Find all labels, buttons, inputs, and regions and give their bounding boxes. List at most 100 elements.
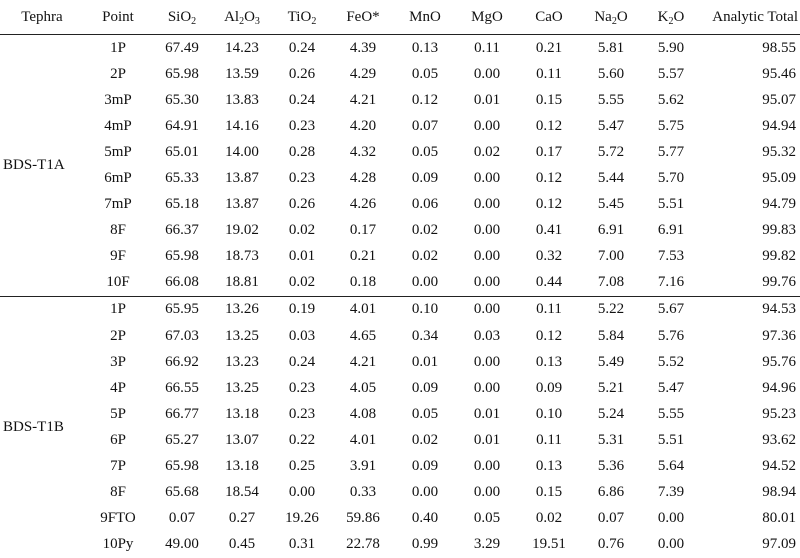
value-cell: 13.25: [225, 327, 259, 344]
value-cell: 0.00: [657, 510, 685, 527]
value-cell: 5.49: [597, 353, 625, 370]
value-cell: 5.47: [657, 379, 685, 396]
table-row: 2P 67.03 13.25 0.03 4.65 0.34 0.03 0.12 5.84 5.76…: [0, 323, 800, 349]
point-cell: 2P: [110, 65, 126, 82]
value-cell: 0.27: [228, 510, 256, 527]
value-cell: 4.29: [349, 65, 377, 82]
value-cell: 0.13: [535, 353, 563, 370]
point-cell: 6mP: [104, 170, 132, 187]
value-cell: 0.26: [288, 65, 316, 82]
table-row: 8F 66.37 19.02 0.02 0.17 0.02 0.00 0.41 6.91 6.91…: [0, 218, 800, 244]
value-cell: 5.64: [657, 458, 685, 475]
table-row: 4P 66.55 13.25 0.23 4.05 0.09 0.00 0.09 5.21 5.47…: [0, 375, 800, 401]
value-cell: 7.53: [657, 248, 685, 265]
header-tephra: Tephra: [0, 0, 84, 35]
value-cell: 0.23: [288, 405, 316, 422]
total-cell: 95.23: [762, 405, 796, 422]
value-cell: 59.86: [346, 510, 380, 527]
point-cell: 4P: [110, 379, 126, 396]
value-cell: 13.25: [225, 379, 259, 396]
value-cell: 65.98: [165, 458, 199, 475]
value-cell: 13.18: [225, 405, 259, 422]
point-cell: 6P: [110, 431, 126, 448]
table-row: 3mP 65.30 13.83 0.24 4.21 0.12 0.01 0.15 5.55 5.6…: [0, 87, 800, 113]
value-cell: 5.24: [597, 405, 625, 422]
value-cell: 66.77: [165, 405, 199, 422]
value-cell: 19.26: [285, 510, 319, 527]
value-cell: 4.32: [349, 143, 377, 160]
point-cell: 10F: [106, 274, 130, 291]
total-cell: 94.53: [700, 295, 800, 324]
value-cell: 5.22: [580, 295, 642, 324]
value-cell: 66.37: [165, 222, 199, 239]
tephra-label: BDS-T1B: [0, 295, 84, 558]
value-cell: 0.40: [411, 510, 439, 527]
table-row: 6P 65.27 13.07 0.22 4.01 0.02 0.01 0.11 5.31 5.51…: [0, 427, 800, 453]
value-cell: 5.51: [657, 196, 685, 213]
value-cell: 5.84: [597, 327, 625, 344]
header-point: Point: [84, 0, 152, 35]
value-cell: 64.91: [165, 117, 199, 134]
value-cell: 0.00: [288, 484, 316, 501]
value-cell: 0.05: [473, 510, 501, 527]
value-cell: 13.59: [225, 65, 259, 82]
value-cell: 0.00: [473, 117, 501, 134]
value-cell: 0.11: [518, 295, 580, 324]
value-cell: 7.00: [597, 248, 625, 265]
value-cell: 0.45: [228, 536, 256, 553]
point-cell: 5P: [110, 405, 126, 422]
value-cell: 0.09: [411, 379, 439, 396]
table-row: BDS-T1A 1P 67.49 14.23 0.24 4.39 0.13 0.11 0.21 5…: [0, 35, 800, 173]
value-cell: 5.55: [597, 91, 625, 108]
value-cell: 0.10: [535, 405, 563, 422]
value-cell: 5.72: [597, 143, 625, 160]
value-cell: 0.00: [473, 458, 501, 475]
total-cell: 98.55: [762, 39, 796, 56]
value-cell: 65.98: [165, 248, 199, 265]
point-cell: 8F: [110, 484, 126, 501]
value-cell: 19.51: [532, 536, 566, 553]
point-cell: 10Py: [102, 536, 134, 553]
value-cell: 18.81: [225, 274, 259, 291]
value-cell: 0.24: [288, 39, 316, 56]
value-cell: 14.16: [225, 117, 259, 134]
value-cell: 0.00: [411, 274, 439, 291]
value-cell: 4.65: [349, 327, 377, 344]
point-cell: 1P: [84, 295, 152, 324]
value-cell: 6.91: [657, 222, 685, 239]
value-cell: 13.26: [212, 295, 272, 324]
value-cell: 0.00: [473, 484, 501, 501]
value-cell: 0.12: [535, 117, 563, 134]
value-cell: 0.03: [288, 327, 316, 344]
value-cell: 0.07: [411, 117, 439, 134]
value-cell: 0.12: [535, 327, 563, 344]
total-cell: 97.09: [762, 536, 796, 553]
value-cell: 13.87: [225, 196, 259, 213]
value-cell: 0.02: [411, 222, 439, 239]
value-cell: 5.31: [597, 431, 625, 448]
value-cell: 3.29: [473, 536, 501, 553]
value-cell: 0.17: [349, 222, 377, 239]
value-cell: 0.00: [473, 222, 501, 239]
value-cell: 0.07: [597, 510, 625, 527]
value-cell: 0.00: [473, 274, 501, 291]
total-cell: 97.36: [762, 327, 796, 344]
point-cell: 2P: [110, 327, 126, 344]
value-cell: 5.52: [657, 353, 685, 370]
value-cell: 0.17: [535, 143, 563, 160]
value-cell: 13.23: [225, 353, 259, 370]
value-cell: 0.15: [535, 484, 563, 501]
total-cell: 95.32: [762, 143, 796, 160]
value-cell: 6.91: [597, 222, 625, 239]
value-cell: 5.70: [657, 170, 685, 187]
total-cell: 94.96: [762, 379, 796, 396]
point-cell: 3mP: [104, 91, 132, 108]
header-k2o: K2O: [642, 0, 700, 35]
value-cell: 0.12: [411, 91, 439, 108]
value-cell: 0.00: [473, 170, 501, 187]
point-cell: 7P: [110, 458, 126, 475]
value-cell: 0.13: [535, 458, 563, 475]
value-cell: 13.07: [225, 431, 259, 448]
value-cell: 0.21: [349, 248, 377, 265]
